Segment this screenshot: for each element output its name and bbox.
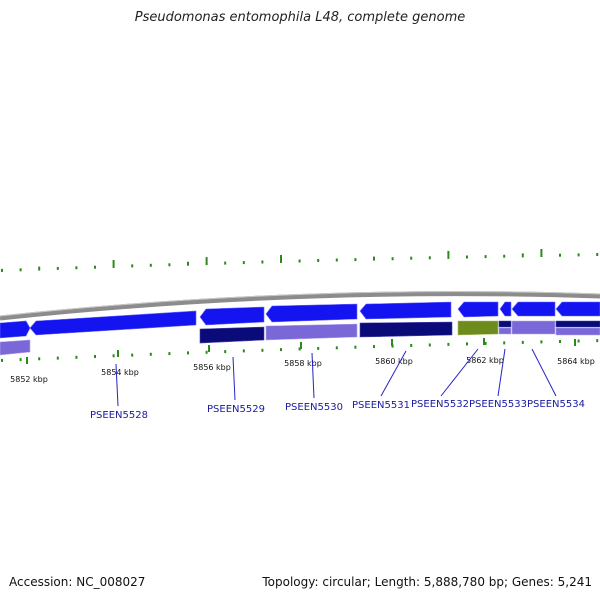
reverse-strand-genes (0, 320, 600, 356)
scale-labels: 5852 kbp 5854 kbp 5856 kbp 5858 kbp 5860… (10, 338, 595, 384)
outer-tick-ring (1, 249, 599, 272)
gene-forward[interactable] (0, 320, 31, 339)
gene-forward[interactable] (499, 301, 512, 317)
gene-reverse-green[interactable] (457, 320, 499, 336)
gene-label[interactable]: PSEEN5532 (411, 399, 469, 410)
gene-reverse[interactable] (498, 327, 512, 335)
gene-forward[interactable] (555, 301, 600, 317)
scale-label: 5856 kbp (193, 363, 231, 372)
gene-label-leader (232, 356, 236, 401)
gene-label[interactable]: PSEEN5533 (469, 399, 527, 410)
forward-strand-genes (0, 301, 600, 339)
gene-reverse[interactable] (511, 320, 556, 335)
gene-forward[interactable] (359, 301, 452, 320)
scale-label: 5852 kbp (10, 375, 48, 384)
gene-label[interactable]: PSEEN5531 (352, 400, 410, 411)
gene-forward[interactable] (457, 301, 499, 318)
gene-label-leader (380, 350, 407, 397)
scale-label: 5858 kbp (284, 359, 322, 368)
backbone-arc-highlight (0, 291, 600, 317)
gene-label-leader (311, 352, 315, 399)
gene-label-leader (531, 348, 557, 397)
scale-label: 5854 kbp (101, 368, 139, 377)
accession-label: Accession: NC_008027 (9, 575, 146, 589)
scale-label: 5864 kbp (557, 357, 595, 366)
gene-forward[interactable] (511, 301, 556, 317)
gene-reverse[interactable] (555, 327, 600, 336)
gene-label-leader (497, 348, 506, 397)
gene-reverse[interactable] (199, 326, 265, 344)
gene-forward[interactable] (265, 303, 358, 323)
gene-reverse[interactable] (498, 320, 512, 328)
gene-labels: PSEEN5528 PSEEN5529 PSEEN5530 PSEEN5531 … (90, 348, 585, 421)
gene-reverse[interactable] (0, 339, 31, 356)
gene-label[interactable]: PSEEN5530 (285, 402, 343, 413)
gene-label-leader (115, 363, 119, 407)
scale-label: 5862 kbp (466, 356, 504, 365)
backbone-arc (0, 291, 600, 321)
map-title: Pseudomonas entomophila L48, complete ge… (134, 10, 466, 25)
gene-label[interactable]: PSEEN5529 (207, 404, 265, 415)
gene-label[interactable]: PSEEN5528 (90, 410, 148, 421)
scale-label: 5860 kbp (375, 357, 413, 366)
gene-label[interactable]: PSEEN5534 (527, 399, 585, 410)
genome-summary: Topology: circular; Length: 5,888,780 bp… (262, 575, 592, 589)
gene-reverse[interactable] (555, 320, 600, 328)
gene-forward[interactable] (199, 306, 265, 326)
gene-reverse[interactable] (359, 321, 453, 338)
gene-reverse[interactable] (265, 323, 358, 341)
genome-map: 5852 kbp 5854 kbp 5856 kbp 5858 kbp 5860… (0, 249, 600, 421)
gene-label-leader (440, 348, 479, 397)
inner-tick-ring (1, 339, 599, 362)
gene-forward[interactable] (29, 310, 197, 336)
